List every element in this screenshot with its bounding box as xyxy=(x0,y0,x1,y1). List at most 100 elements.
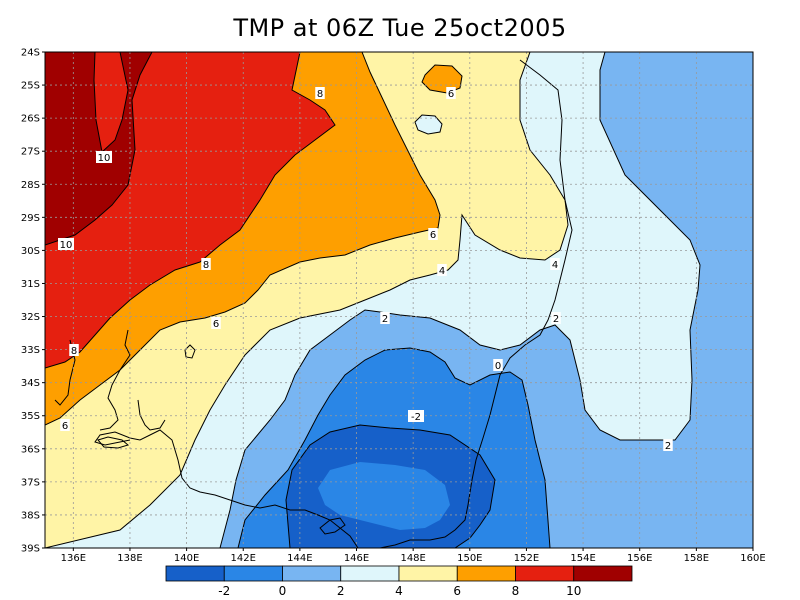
contour-label-bg xyxy=(408,410,424,422)
lat-tick-label: 36S xyxy=(21,444,40,455)
lat-tick-label: 29S xyxy=(21,213,40,224)
lat-tick-label: 25S xyxy=(21,81,40,92)
contour-label: 0 xyxy=(495,361,501,372)
colorbar-label: 8 xyxy=(512,584,520,598)
colorbar-segment xyxy=(398,565,458,582)
contour-label: 6 xyxy=(62,421,68,432)
lon-tick-label: 144E xyxy=(287,553,312,564)
contour-neg2 xyxy=(285,424,496,548)
contour-label: 8 xyxy=(71,346,77,357)
contour-label-bg xyxy=(380,312,390,324)
colorbar-segment xyxy=(456,565,516,582)
colorbar-segment xyxy=(165,565,225,582)
blob-2-4 xyxy=(415,115,442,134)
colorbar-label: 6 xyxy=(453,584,461,598)
contour-label: 4 xyxy=(439,266,445,277)
lon-tick-label: 148E xyxy=(400,553,425,564)
contour-label: 6 xyxy=(430,230,436,241)
longitude-axis: 136E 138E 140E 142E 144E 146E 148E 150E 152E 154E… xyxy=(61,548,766,564)
contour-6 xyxy=(45,52,441,426)
contour-label: 2 xyxy=(382,314,388,325)
contour-label-bg xyxy=(211,317,221,329)
contour-label: 10 xyxy=(98,153,111,164)
lat-tick-label: 38S xyxy=(21,510,40,521)
tasmania-north xyxy=(319,517,346,535)
contour-label-bg xyxy=(428,228,438,240)
lat-tick-label: 33S xyxy=(21,345,40,356)
contour-label: 10 xyxy=(60,240,73,251)
lon-tick-label: 160E xyxy=(740,553,765,564)
gridlines xyxy=(45,52,753,548)
colorbar-segment xyxy=(515,565,575,582)
colorbar-segment xyxy=(340,565,400,582)
blob-neg2-0-inner xyxy=(318,462,450,530)
lat-tick-label: 35S xyxy=(21,411,40,422)
lon-tick-label: 158E xyxy=(684,553,709,564)
lat-tick-label: 24S xyxy=(21,48,40,59)
colorbar-label: 10 xyxy=(566,584,581,598)
lat-tick-label: 27S xyxy=(21,147,40,158)
contour-4-blob xyxy=(414,114,443,135)
coastline-east-australia xyxy=(379,59,573,548)
contour-label: 6 xyxy=(213,319,219,330)
lon-tick-label: 140E xyxy=(174,553,199,564)
lat-tick-label: 34S xyxy=(21,378,40,389)
colorbar: -2 0 2 4 6 8 10 xyxy=(165,565,633,598)
lon-tick-label: 154E xyxy=(570,553,595,564)
colorbar-segment xyxy=(223,565,283,582)
lat-tick-label: 31S xyxy=(21,279,40,290)
contour-label-bg xyxy=(446,87,456,99)
contour-label-bg xyxy=(60,419,70,431)
lat-tick-label: 39S xyxy=(21,544,40,555)
coastline-gulf xyxy=(99,329,131,431)
contour-label: 8 xyxy=(317,89,323,100)
map-title: TMP at 06Z Tue 25oct2005 xyxy=(233,14,567,42)
contour-label-bg xyxy=(58,238,74,250)
filled-contours xyxy=(45,52,753,548)
contour-label: 8 xyxy=(203,260,209,271)
lon-tick-label: 136E xyxy=(61,553,86,564)
lon-tick-label: 142E xyxy=(231,553,256,564)
contour-label: 2 xyxy=(665,441,671,452)
coastline-south xyxy=(94,429,359,548)
lon-tick-label: 156E xyxy=(627,553,652,564)
contour-label-bg xyxy=(96,151,112,163)
contour-10 xyxy=(45,52,153,246)
latitude-axis: 24S 25S 26S 27S 28S 29S 30S 31S 32S 33S 34S 35S 36S 3… xyxy=(21,48,45,555)
colorbar-label: 0 xyxy=(279,584,287,598)
plot-frame xyxy=(44,51,754,549)
colorbar-segment xyxy=(282,565,342,582)
lat-tick-label: 28S xyxy=(21,180,40,191)
contour-label: 4 xyxy=(552,260,558,271)
lon-tick-label: 150E xyxy=(457,553,482,564)
lon-tick-label: 146E xyxy=(344,553,369,564)
contour-label-bg xyxy=(550,258,560,270)
kangaroo-island xyxy=(97,436,130,449)
blob-6-8 xyxy=(422,65,462,93)
contour-label: -2 xyxy=(411,412,421,423)
contour-label-bg xyxy=(493,359,503,371)
contour-label: 2 xyxy=(553,314,559,325)
contour-2 xyxy=(219,52,701,548)
contour-label-bg xyxy=(315,87,325,99)
island-small xyxy=(184,344,196,359)
contour-label-bg xyxy=(437,264,447,276)
contour-label-bg xyxy=(663,439,673,451)
lat-tick-label: 32S xyxy=(21,312,40,323)
coastline xyxy=(54,59,573,548)
lat-tick-label: 37S xyxy=(21,477,40,488)
lon-tick-label: 138E xyxy=(117,553,142,564)
contour-label-bg xyxy=(551,312,561,324)
coastline-west xyxy=(54,339,76,406)
contour-6-blob xyxy=(421,64,463,94)
contour-8 xyxy=(45,52,336,369)
colorbar-label: 2 xyxy=(337,584,345,598)
lon-tick-label: 152E xyxy=(514,553,539,564)
coastline-bay xyxy=(137,399,166,431)
contour-10b xyxy=(93,52,129,153)
lat-tick-label: 26S xyxy=(21,114,40,125)
lat-tick-label: 30S xyxy=(21,246,40,257)
contour-labels: 10 10 8 8 8 6 6 6 6 4 4 2 2 2 0 -2 xyxy=(58,87,673,452)
colorbar-label: 4 xyxy=(395,584,403,598)
